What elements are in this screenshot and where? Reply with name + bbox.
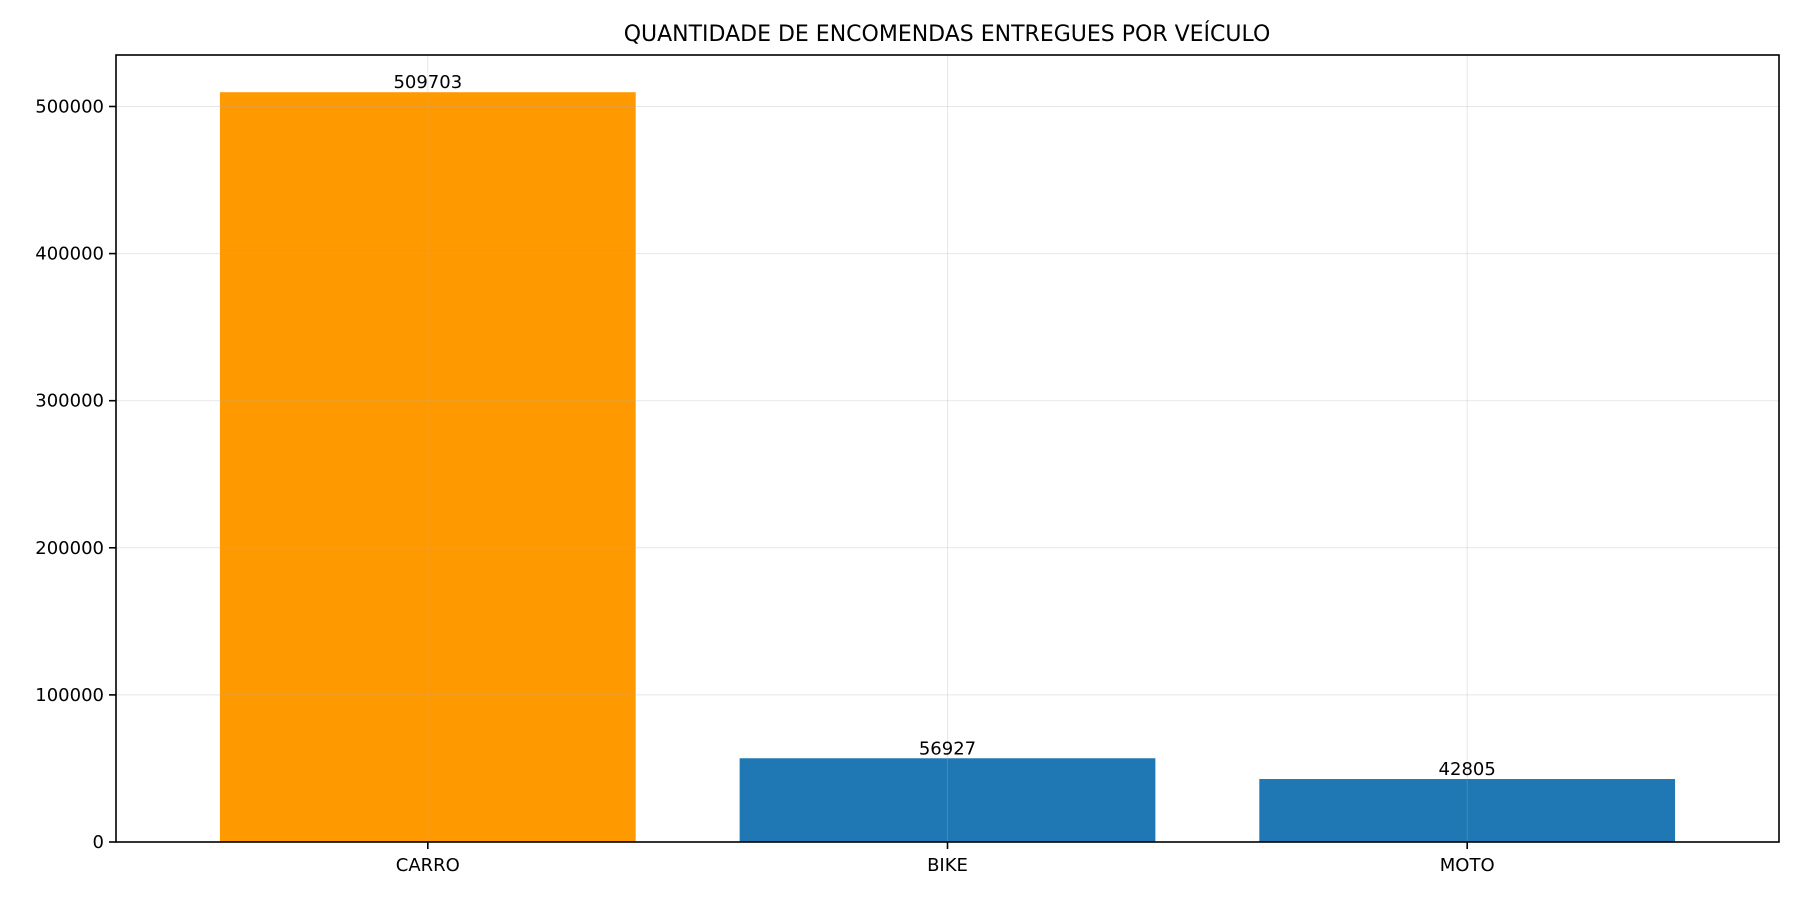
chart-title: QUANTIDADE DE ENCOMENDAS ENTREGUES POR V… [624, 21, 1271, 47]
x-axis-ticks: CARRO BIKE MOTO [396, 842, 1495, 876]
data-label-bike: 56927 [919, 738, 976, 759]
y-axis-ticks: 0 100000 200000 300000 400000 500000 [35, 96, 116, 853]
x-tick-label-moto: MOTO [1440, 855, 1495, 876]
y-tick-label: 500000 [35, 96, 104, 117]
y-tick-label: 200000 [35, 538, 104, 559]
x-tick-label-bike: BIKE [927, 855, 968, 876]
data-label-moto: 42805 [1439, 759, 1496, 780]
data-label-carro: 509703 [393, 72, 462, 93]
bar-bike [739, 758, 1156, 842]
bar-carro [219, 92, 636, 843]
y-tick-label: 400000 [35, 244, 104, 265]
data-labels: 509703 56927 42805 [393, 72, 1495, 780]
y-tick-label: 0 [93, 832, 104, 853]
x-tick-label-carro: CARRO [396, 855, 460, 876]
bars [219, 92, 1676, 843]
y-tick-label: 100000 [35, 685, 104, 706]
y-tick-label: 300000 [35, 391, 104, 412]
bar-moto [1259, 779, 1676, 842]
